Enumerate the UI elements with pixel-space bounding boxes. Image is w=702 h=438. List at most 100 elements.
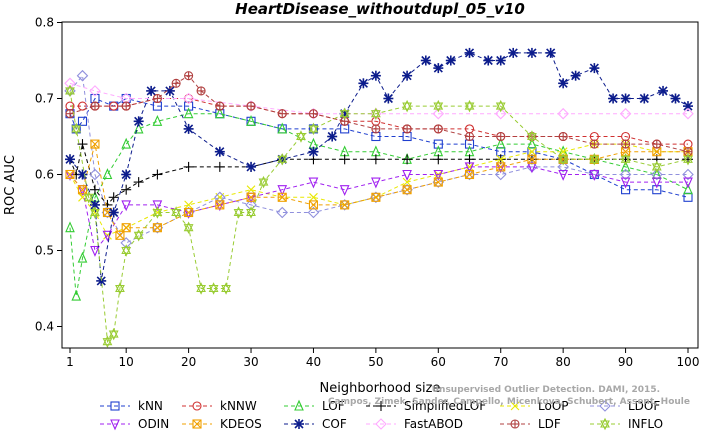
data-point bbox=[338, 199, 351, 211]
x-tick-label: 60 bbox=[431, 355, 446, 369]
legend-item-fastabod: FastABOD bbox=[366, 417, 463, 431]
data-point bbox=[494, 168, 507, 181]
data-point bbox=[276, 206, 289, 219]
data-point bbox=[401, 183, 413, 196]
data-point bbox=[102, 230, 113, 242]
data-point bbox=[246, 185, 256, 195]
data-point bbox=[246, 192, 256, 202]
legend-marker bbox=[294, 399, 304, 411]
data-point bbox=[670, 93, 681, 104]
data-point bbox=[527, 137, 537, 149]
data-point bbox=[526, 47, 537, 58]
data-point bbox=[183, 107, 194, 119]
data-point bbox=[682, 107, 694, 120]
data-point bbox=[620, 153, 631, 166]
data-point bbox=[121, 223, 131, 233]
legend-item-ldof: LDOF bbox=[590, 399, 660, 413]
data-point bbox=[77, 169, 88, 180]
data-point bbox=[121, 101, 131, 111]
data-point bbox=[589, 153, 600, 166]
data-point bbox=[183, 161, 194, 172]
data-point bbox=[108, 327, 119, 341]
data-point bbox=[619, 168, 632, 181]
data-point bbox=[214, 146, 225, 157]
series-cof bbox=[65, 47, 693, 286]
legend-label: FastABOD bbox=[404, 417, 463, 431]
data-point bbox=[89, 184, 100, 195]
data-point bbox=[133, 116, 144, 127]
data-point bbox=[682, 168, 694, 181]
data-point bbox=[371, 177, 381, 189]
data-point bbox=[90, 139, 100, 149]
data-point bbox=[432, 176, 445, 188]
legend-label: LoOP bbox=[538, 399, 569, 413]
data-point bbox=[307, 206, 320, 219]
data-point bbox=[308, 146, 319, 157]
data-point bbox=[432, 107, 445, 120]
data-point bbox=[545, 47, 556, 58]
data-point bbox=[77, 251, 88, 263]
legend-item-ldf: LDF bbox=[500, 417, 561, 431]
data-point bbox=[152, 223, 162, 233]
data-point bbox=[495, 55, 506, 66]
series-line bbox=[69, 74, 688, 244]
data-point bbox=[90, 206, 100, 219]
x-tick-label: 80 bbox=[556, 355, 571, 369]
legend-marker bbox=[375, 418, 387, 430]
data-point bbox=[402, 124, 412, 134]
data-point bbox=[152, 200, 163, 212]
data-point bbox=[171, 206, 182, 219]
data-point bbox=[115, 282, 125, 295]
legend-item-inflo: INFLO bbox=[590, 417, 663, 431]
legend-item-lof: LOF bbox=[284, 399, 345, 413]
data-point bbox=[527, 154, 537, 164]
data-point bbox=[133, 122, 144, 134]
data-point bbox=[651, 168, 663, 181]
data-point bbox=[339, 154, 350, 165]
data-point bbox=[182, 92, 195, 105]
data-point bbox=[71, 289, 82, 301]
legend-item-odin: ODIN bbox=[100, 417, 169, 431]
data-point bbox=[77, 185, 88, 195]
data-point bbox=[246, 206, 256, 219]
data-point bbox=[371, 124, 381, 134]
series-line bbox=[69, 143, 688, 206]
data-point bbox=[557, 107, 569, 120]
series-line bbox=[69, 82, 688, 115]
data-point bbox=[433, 63, 444, 74]
data-point bbox=[683, 153, 693, 166]
data-point bbox=[483, 55, 494, 66]
legend-label: LDOF bbox=[628, 399, 660, 413]
data-point bbox=[465, 162, 474, 172]
data-point bbox=[246, 101, 256, 111]
data-point bbox=[183, 123, 194, 134]
data-point bbox=[558, 147, 568, 157]
data-point bbox=[402, 99, 412, 113]
x-tick-label: 30 bbox=[243, 355, 258, 369]
data-point bbox=[96, 275, 107, 286]
x-tick-label: 20 bbox=[181, 355, 196, 369]
legend-label: kNN bbox=[138, 399, 163, 413]
data-point bbox=[652, 185, 662, 195]
data-point bbox=[221, 282, 231, 295]
data-point bbox=[433, 124, 443, 134]
legend-marker bbox=[510, 419, 520, 429]
data-point bbox=[558, 78, 569, 89]
data-point bbox=[558, 131, 568, 142]
data-point bbox=[495, 137, 506, 149]
data-point bbox=[102, 168, 113, 180]
legend-marker bbox=[110, 401, 120, 411]
series-line bbox=[69, 75, 689, 153]
legend-marker bbox=[600, 417, 610, 431]
axes: 1 10 20 30 40 50 60 70 80 90 100 0.4 0.5 0.6 0.7 0.8 bbox=[35, 16, 700, 370]
data-point bbox=[102, 335, 113, 348]
data-point bbox=[402, 154, 413, 165]
data-point bbox=[402, 70, 413, 81]
legend-item-kdeos: KDEOS bbox=[182, 417, 262, 431]
x-axis-label: Neighborhood size bbox=[320, 381, 441, 396]
data-point bbox=[90, 245, 100, 257]
legend-marker bbox=[192, 401, 202, 411]
data-point bbox=[420, 55, 431, 66]
data-point bbox=[652, 139, 662, 149]
